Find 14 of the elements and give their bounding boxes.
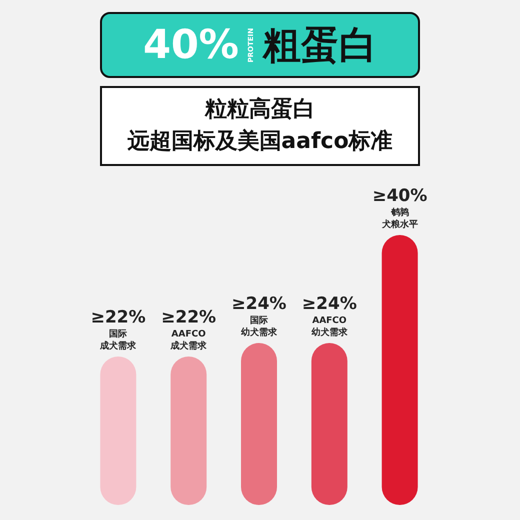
data-label: ≥22% — [90, 308, 146, 328]
x-tick-label: 国际幼犬需求 — [240, 315, 278, 338]
x-tick-label: 国际成犬需求 — [99, 328, 138, 352]
data-label: ≥24% — [302, 294, 357, 314]
x-tick-label: AAFCO幼犬需求 — [310, 316, 348, 338]
x-tick-label: AAFCO成犬需求 — [170, 330, 208, 352]
x-tick-label: 鹌鹑犬粮水平 — [382, 207, 418, 230]
text: 40% — [143, 22, 239, 68]
chart-title: 粗蛋白 — [262, 22, 377, 68]
text: 远超国标及美国aafco标准 — [127, 129, 393, 154]
chart-subtitle: 粒粒高蛋白 — [204, 97, 315, 122]
data-label: ≥22% — [161, 308, 216, 328]
data-label: ≥40% — [372, 186, 428, 206]
data-label: ≥24% — [232, 294, 286, 314]
